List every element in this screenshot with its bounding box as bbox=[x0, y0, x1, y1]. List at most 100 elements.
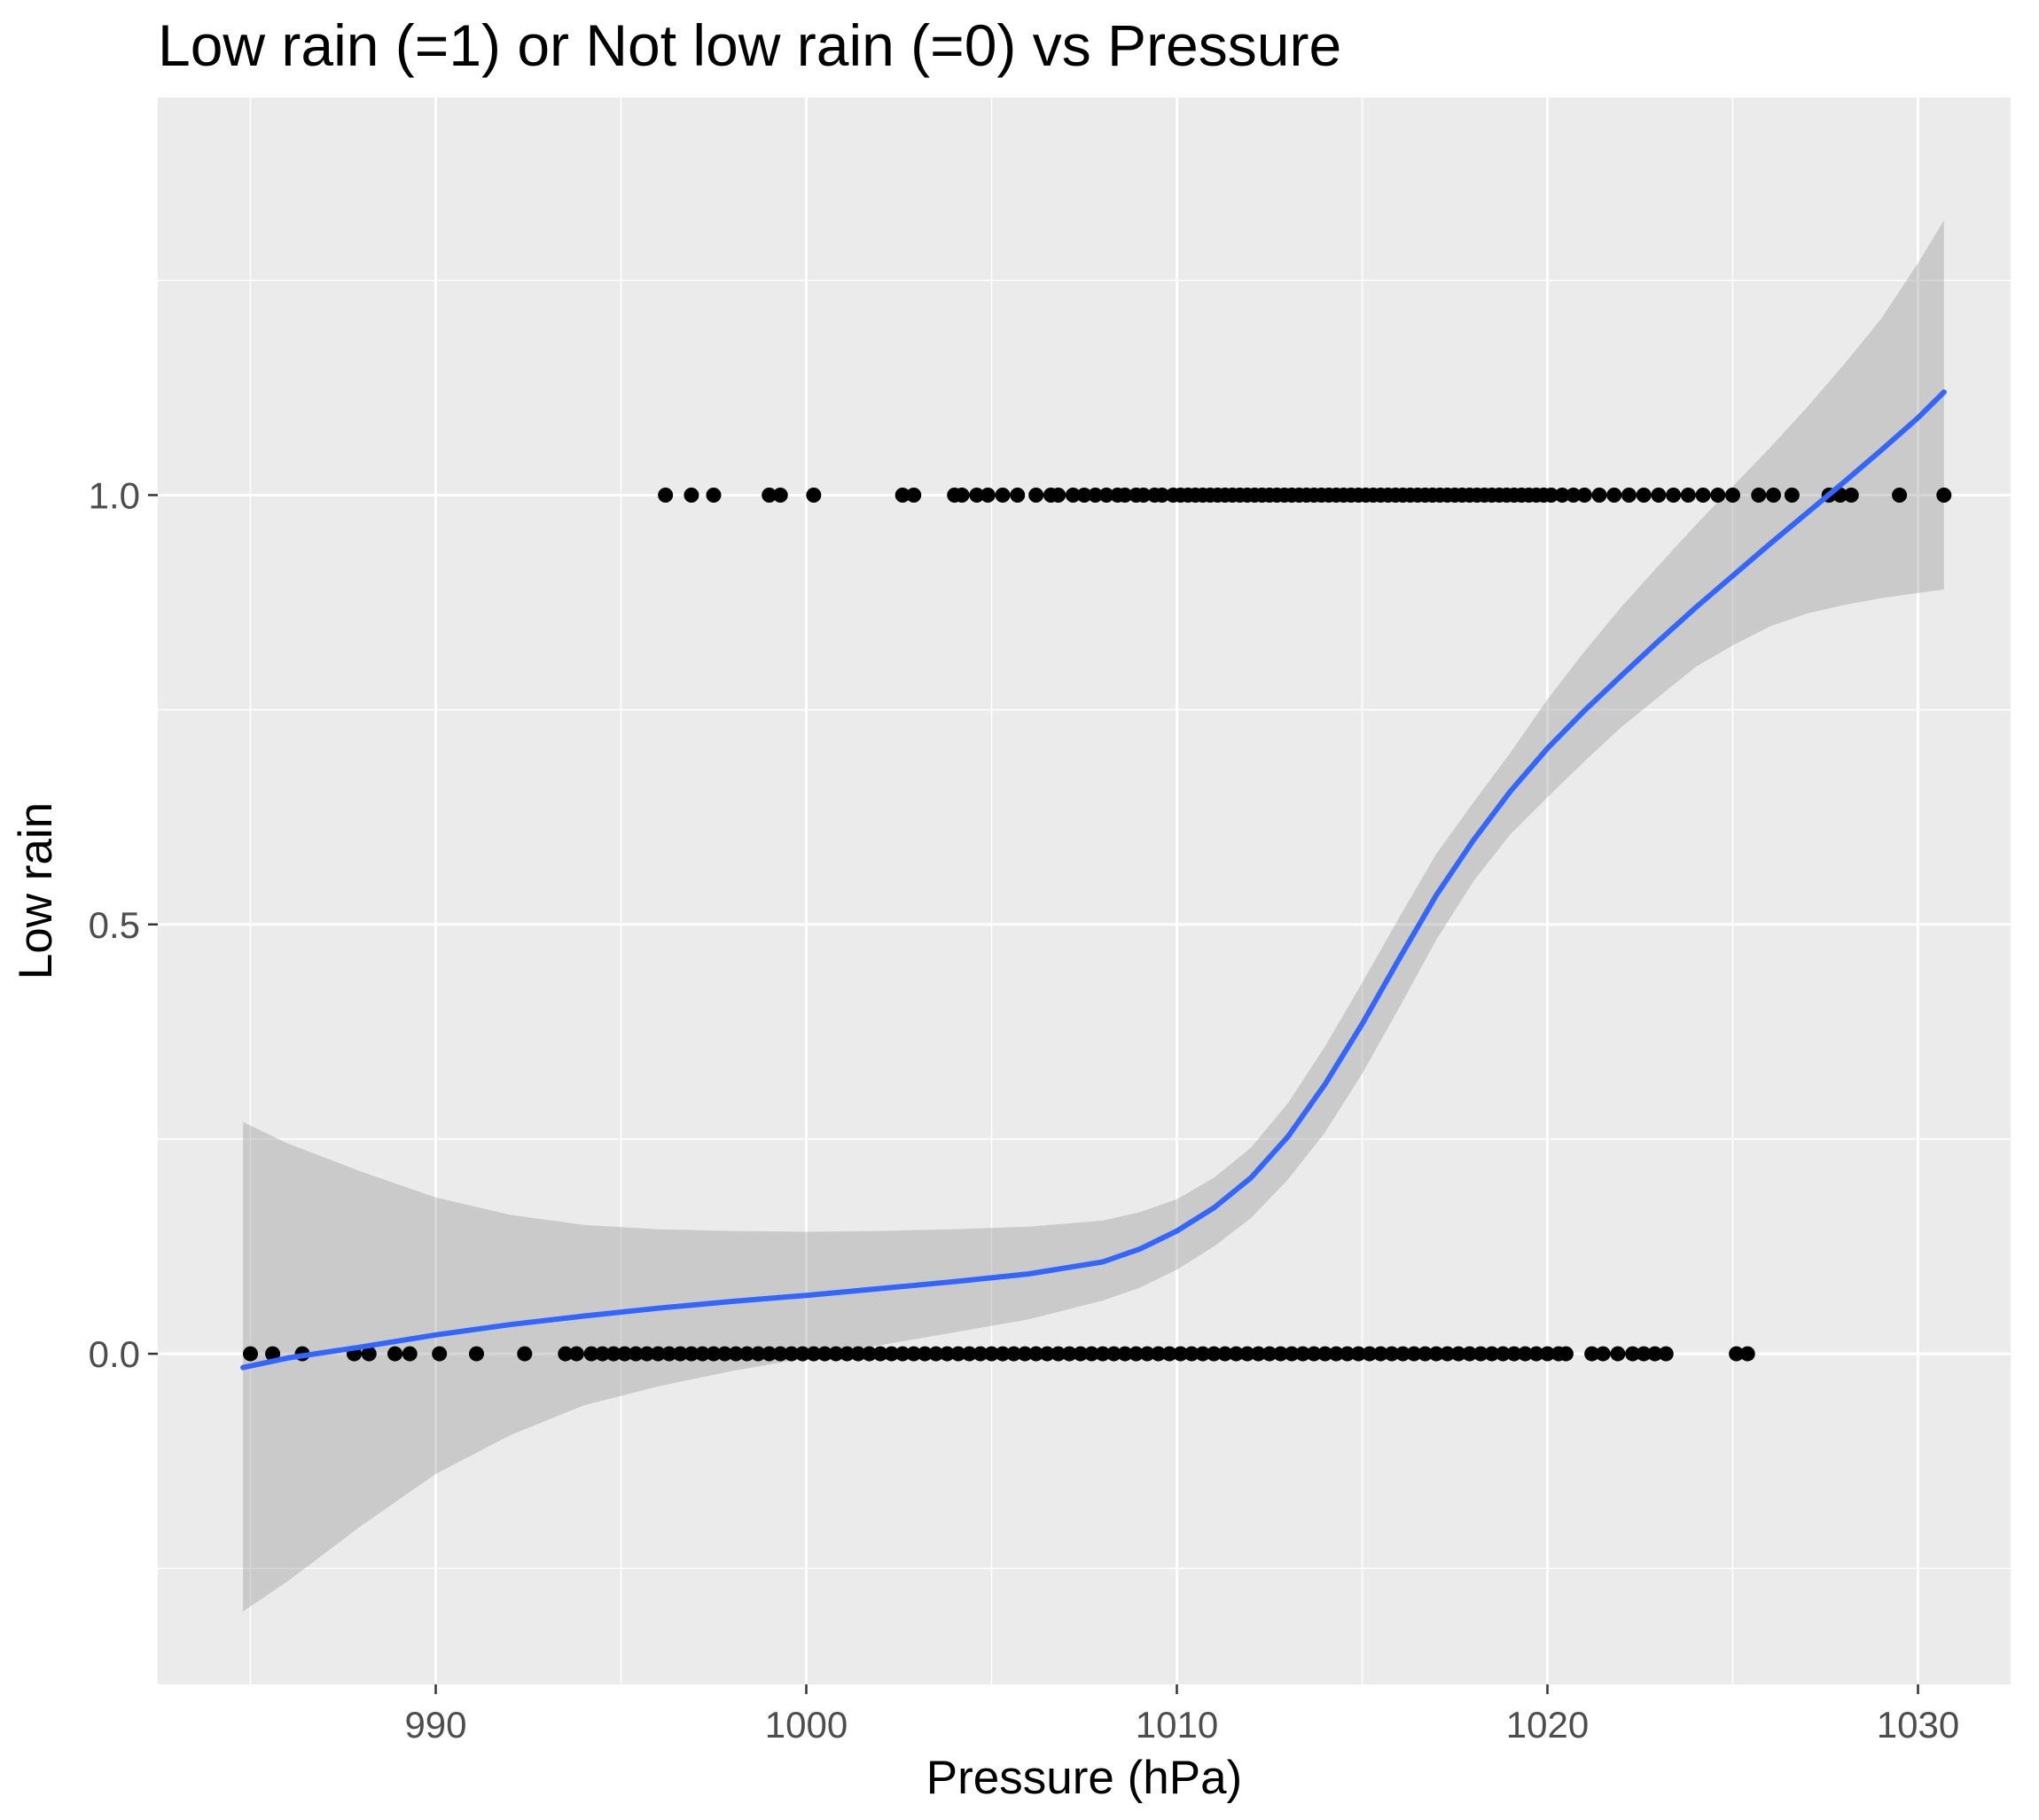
data-point-y0 bbox=[728, 1346, 744, 1362]
x-tick-label: 1030 bbox=[1877, 1704, 1959, 1746]
data-point-y0 bbox=[1372, 1346, 1388, 1362]
data-point-y0 bbox=[1394, 1346, 1410, 1362]
data-point-y0 bbox=[1506, 1346, 1522, 1362]
data-point-y1 bbox=[1136, 487, 1152, 503]
data-point-y0 bbox=[265, 1346, 281, 1362]
data-point-y0 bbox=[1384, 1346, 1400, 1362]
data-point-y0 bbox=[850, 1346, 866, 1362]
data-point-y0 bbox=[387, 1346, 403, 1362]
chart-title: Low rain (=1) or Not low rain (=0) vs Pr… bbox=[158, 12, 1341, 78]
data-point-y0 bbox=[361, 1346, 377, 1362]
data-point-y0 bbox=[583, 1346, 599, 1362]
data-point-y0 bbox=[1228, 1346, 1244, 1362]
y-tick-label: 0.0 bbox=[89, 1333, 140, 1375]
data-point-y0 bbox=[517, 1346, 533, 1362]
data-point-y0 bbox=[1295, 1346, 1311, 1362]
data-point-y0 bbox=[784, 1346, 800, 1362]
data-point-y0 bbox=[1028, 1346, 1044, 1362]
data-point-y0 bbox=[1095, 1346, 1111, 1362]
data-point-y1 bbox=[1680, 487, 1696, 503]
data-point-y0 bbox=[1450, 1346, 1466, 1362]
data-point-y0 bbox=[906, 1346, 922, 1362]
data-point-y0 bbox=[917, 1346, 933, 1362]
data-point-y0 bbox=[1558, 1346, 1574, 1362]
data-point-y1 bbox=[706, 487, 722, 503]
data-point-y1 bbox=[995, 487, 1011, 503]
data-point-y0 bbox=[1729, 1346, 1745, 1362]
data-point-y0 bbox=[628, 1346, 644, 1362]
data-point-y0 bbox=[605, 1346, 621, 1362]
data-point-y0 bbox=[1584, 1346, 1600, 1362]
data-point-y0 bbox=[1595, 1346, 1611, 1362]
data-point-y0 bbox=[1006, 1346, 1022, 1362]
data-point-y1 bbox=[895, 487, 910, 503]
data-point-y1 bbox=[1710, 487, 1726, 503]
data-point-y0 bbox=[995, 1346, 1011, 1362]
data-point-y0 bbox=[961, 1346, 977, 1362]
data-point-y0 bbox=[1117, 1346, 1133, 1362]
data-point-y1 bbox=[980, 487, 996, 503]
data-point-y0 bbox=[839, 1346, 855, 1362]
data-point-y1 bbox=[1098, 487, 1114, 503]
data-point-y1 bbox=[1576, 487, 1592, 503]
data-point-y1 bbox=[1606, 487, 1622, 503]
data-point-y0 bbox=[1473, 1346, 1488, 1362]
data-point-y1 bbox=[1076, 487, 1092, 503]
data-point-y0 bbox=[862, 1346, 878, 1362]
data-point-y0 bbox=[672, 1346, 688, 1362]
data-point-y0 bbox=[884, 1346, 900, 1362]
confidence-ribbon bbox=[243, 220, 1944, 1612]
data-point-y1 bbox=[1725, 487, 1740, 503]
data-point-y1 bbox=[1566, 487, 1582, 503]
data-point-y1 bbox=[1843, 487, 1859, 503]
data-point-y1 bbox=[1636, 487, 1652, 503]
data-point-y1 bbox=[1010, 487, 1026, 503]
data-point-y0 bbox=[243, 1346, 258, 1362]
data-point-y0 bbox=[1328, 1346, 1344, 1362]
data-point-y1 bbox=[1666, 487, 1682, 503]
data-point-y0 bbox=[1129, 1346, 1144, 1362]
data-point-y1 bbox=[1765, 487, 1781, 503]
data-point-y0 bbox=[402, 1346, 418, 1362]
data-point-y0 bbox=[1083, 1346, 1099, 1362]
data-point-y0 bbox=[1017, 1346, 1033, 1362]
data-point-y0 bbox=[595, 1346, 611, 1362]
x-axis-label: Pressure (hPa) bbox=[926, 1752, 1242, 1804]
data-point-y0 bbox=[984, 1346, 999, 1362]
data-point-y0 bbox=[1139, 1346, 1155, 1362]
data-point-y0 bbox=[895, 1346, 910, 1362]
data-point-y1 bbox=[772, 487, 788, 503]
data-point-y0 bbox=[1636, 1346, 1652, 1362]
data-point-y1 bbox=[1892, 487, 1908, 503]
data-point-y0 bbox=[1484, 1346, 1500, 1362]
y-tick-label: 0.5 bbox=[89, 904, 140, 946]
data-point-y0 bbox=[1217, 1346, 1233, 1362]
data-point-y1 bbox=[806, 487, 822, 503]
data-point-y0 bbox=[558, 1346, 574, 1362]
data-point-y0 bbox=[1610, 1346, 1626, 1362]
data-point-y0 bbox=[1105, 1346, 1121, 1362]
data-point-y0 bbox=[694, 1346, 710, 1362]
data-point-y0 bbox=[1206, 1346, 1222, 1362]
confidence-band bbox=[243, 220, 1944, 1612]
data-point-y0 bbox=[617, 1346, 633, 1362]
data-point-y0 bbox=[772, 1346, 788, 1362]
panel-background bbox=[158, 98, 2011, 1684]
data-point-y1 bbox=[1065, 487, 1081, 503]
data-point-y0 bbox=[1151, 1346, 1167, 1362]
data-point-y0 bbox=[684, 1346, 699, 1362]
data-point-y1 bbox=[1543, 487, 1559, 503]
data-point-y0 bbox=[1039, 1346, 1055, 1362]
data-point-y1 bbox=[1554, 487, 1570, 503]
data-point-y0 bbox=[1317, 1346, 1333, 1362]
data-point-y0 bbox=[828, 1346, 844, 1362]
data-point-y1 bbox=[954, 487, 970, 503]
data-point-y0 bbox=[432, 1346, 448, 1362]
x-tick-label: 1000 bbox=[765, 1704, 848, 1746]
x-tick-label: 1010 bbox=[1136, 1704, 1218, 1746]
data-point-y1 bbox=[684, 487, 699, 503]
data-point-y1 bbox=[1621, 487, 1637, 503]
data-point-y0 bbox=[1184, 1346, 1199, 1362]
data-point-y1 bbox=[1154, 487, 1170, 503]
data-point-y0 bbox=[706, 1346, 722, 1362]
